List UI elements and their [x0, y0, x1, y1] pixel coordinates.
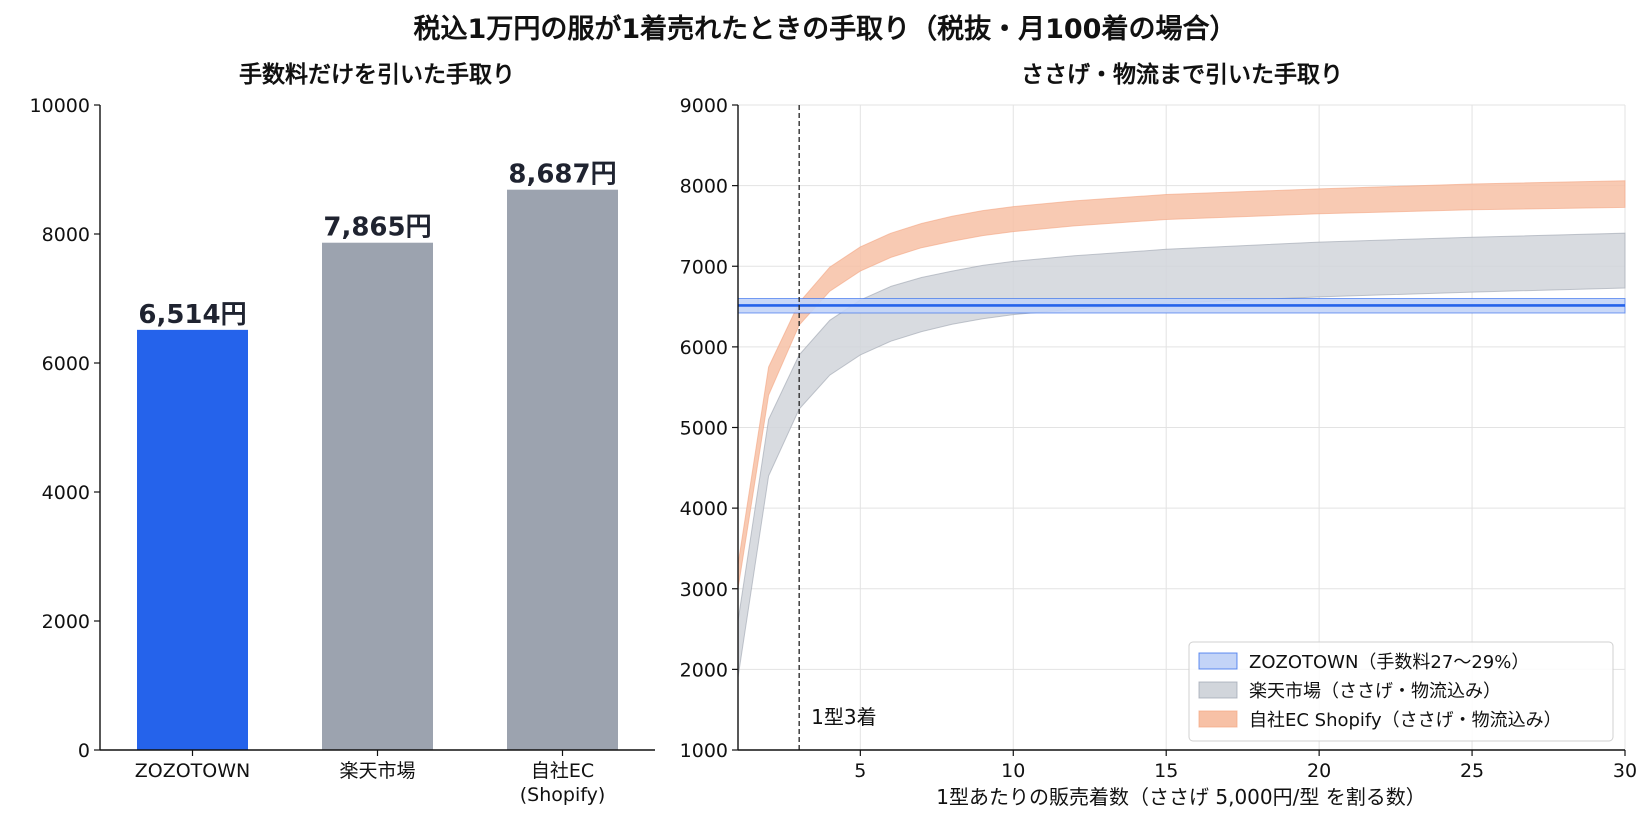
- bar-y-tick-label: 2000: [42, 611, 90, 633]
- band-x-axis-label: 1型あたりの販売着数（ささげ 5,000円/型 を割る数）: [936, 785, 1425, 809]
- legend-swatch: [1198, 710, 1238, 728]
- bar: [137, 329, 248, 750]
- band-x-tick-label: 5: [854, 760, 866, 782]
- band-annotations: 1型3着: [798, 105, 877, 750]
- bar-x-tick-label: 楽天市場: [339, 760, 415, 782]
- band-area: [737, 180, 1626, 589]
- band-y-tick-label: 8000: [680, 176, 728, 198]
- bar: [322, 242, 433, 750]
- legend-label: 楽天市場（ささげ・物流込み）: [1249, 681, 1501, 702]
- band-chart-panel: ささげ・物流まで引いた手取り 1型3着 1000 2000 3000 4000 5000…: [680, 61, 1637, 809]
- bar-value-label: 8,687円: [508, 160, 616, 190]
- bar-chart-title: 手数料だけを引いた手取り: [239, 62, 515, 88]
- band-x-tick-label: 30: [1613, 760, 1637, 782]
- band-x-axis: 5 10 15 20 25 30: [854, 750, 1637, 782]
- band-x-tick-label: 25: [1460, 760, 1484, 782]
- band-y-axis: 1000 2000 3000 4000 5000 6000 7000 8000 9000: [680, 95, 738, 762]
- band-y-tick-label: 5000: [680, 418, 728, 440]
- bar-x-tick-label: ZOZOTOWN: [135, 760, 251, 782]
- band-x-tick-label: 20: [1307, 760, 1331, 782]
- legend-swatch: [1198, 652, 1238, 670]
- band-x-tick-label: 15: [1154, 760, 1178, 782]
- annotation-label: 1型3着: [811, 705, 876, 729]
- bar-y-tick-label: 0: [78, 740, 90, 762]
- legend-swatch: [1198, 681, 1238, 699]
- legend-label: ZOZOTOWN（手数料27〜29%）: [1249, 652, 1529, 673]
- band-chart-title: ささげ・物流まで引いた手取り: [1021, 61, 1343, 88]
- band-y-tick-label: 3000: [680, 579, 728, 601]
- bar-y-tick-label: 6000: [42, 353, 90, 375]
- legend: ZOZOTOWN（手数料27〜29%） 楽天市場（ささげ・物流込み） 自社EC Sh…: [1188, 641, 1614, 742]
- bar-chart-panel: 手数料だけを引いた手取り 0 2000 4000 6000 8000 10000 6,51…: [30, 62, 655, 806]
- band-y-tick-label: 6000: [680, 337, 728, 359]
- legend-label: 自社EC Shopify（ささげ・物流込み）: [1249, 710, 1562, 731]
- legend-box: [1188, 641, 1614, 742]
- bar-x-tick-label: 自社EC (Shopify): [520, 760, 606, 806]
- bar: [507, 189, 618, 751]
- bar-value-label: 7,865円: [323, 213, 431, 243]
- bar-y-tick-label: 8000: [42, 224, 90, 246]
- bar-series: 6,514円 7,865円 8,687円: [137, 160, 618, 751]
- band-y-tick-label: 2000: [680, 659, 728, 681]
- band-y-tick-label: 7000: [680, 256, 728, 278]
- bar-y-tick-label: 4000: [42, 482, 90, 504]
- band-y-tick-label: 4000: [680, 498, 728, 520]
- band-series: [737, 180, 1626, 678]
- bar-value-label: 6,514円: [138, 300, 246, 330]
- bar-y-axis: 0 2000 4000 6000 8000 10000: [30, 95, 100, 762]
- band-y-tick-label: 9000: [680, 95, 728, 117]
- bar-x-axis: ZOZOTOWN 楽天市場 自社EC (Shopify): [135, 750, 606, 806]
- bar-y-tick-label: 10000: [30, 95, 90, 117]
- band-area: [737, 232, 1626, 678]
- band-x-tick-label: 10: [1001, 760, 1025, 782]
- band-y-tick-label: 1000: [680, 740, 728, 762]
- figure-title: 税込1万円の服が1着売れたときの手取り（税抜・月100着の場合）: [414, 13, 1237, 45]
